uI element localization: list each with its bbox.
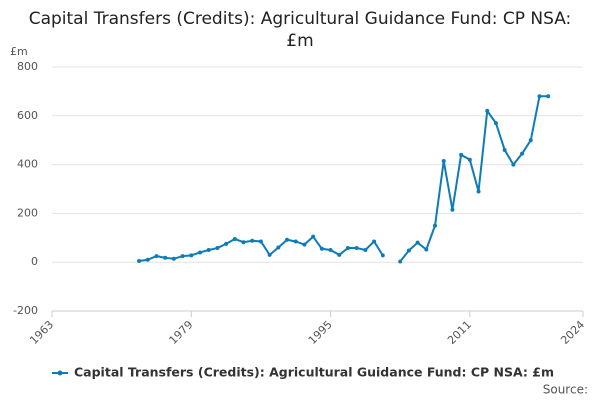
point: [467, 157, 472, 162]
point: [241, 240, 246, 245]
legend-label: Capital Transfers (Credits): Agricultura…: [74, 365, 554, 380]
point: [293, 239, 298, 244]
source: Source:: [543, 383, 588, 397]
legend-marker: [57, 370, 63, 376]
point: [258, 239, 263, 244]
point: [328, 248, 333, 252]
x-tick-label: 1963: [27, 318, 56, 347]
point: [232, 237, 237, 242]
x-tick-label: 1979: [167, 318, 196, 347]
point: [319, 246, 324, 251]
point: [302, 242, 307, 247]
point: [145, 257, 150, 262]
y-tick-label: 0: [31, 255, 38, 268]
point: [441, 158, 446, 163]
point: [476, 189, 481, 194]
x-tick-label: 1995: [306, 318, 335, 347]
point: [354, 246, 359, 251]
line: [399, 95, 549, 263]
y-tick-label: 800: [17, 60, 38, 73]
point: [363, 248, 368, 252]
point: [189, 253, 194, 258]
point: [276, 245, 281, 250]
y-tick-label: 200: [17, 206, 38, 219]
point: [206, 248, 211, 252]
point: [459, 152, 464, 157]
point: [311, 234, 316, 239]
chart-title: Capital Transfers (Credits): Agricultura…: [28, 9, 572, 51]
y-tick-label: 600: [17, 109, 38, 122]
point: [450, 207, 455, 212]
y-axis-label: £m: [10, 45, 28, 58]
point: [511, 162, 516, 167]
point: [493, 121, 498, 126]
point: [485, 108, 490, 113]
point: [285, 237, 290, 242]
x-tick-label: 2024: [558, 318, 587, 347]
point: [424, 247, 429, 252]
point: [398, 259, 403, 264]
point: [372, 239, 377, 244]
x-tick-label: 2011: [445, 318, 474, 347]
point: [406, 248, 411, 253]
point: [250, 238, 255, 243]
point: [380, 253, 385, 258]
point: [415, 240, 420, 245]
point: [171, 256, 176, 261]
point: [345, 246, 350, 251]
point: [224, 241, 229, 246]
point: [546, 94, 551, 99]
point: [528, 138, 533, 143]
y-tick-label: -200: [13, 304, 38, 317]
point: [215, 246, 220, 251]
y-tick-label: 400: [17, 158, 38, 171]
point: [163, 255, 168, 260]
point: [502, 147, 507, 152]
point: [180, 254, 185, 259]
point: [537, 94, 542, 99]
point: [197, 250, 202, 255]
point: [433, 223, 438, 228]
point: [520, 151, 525, 156]
point: [137, 258, 142, 263]
point: [337, 252, 342, 257]
point: [154, 254, 159, 259]
point: [267, 252, 272, 257]
